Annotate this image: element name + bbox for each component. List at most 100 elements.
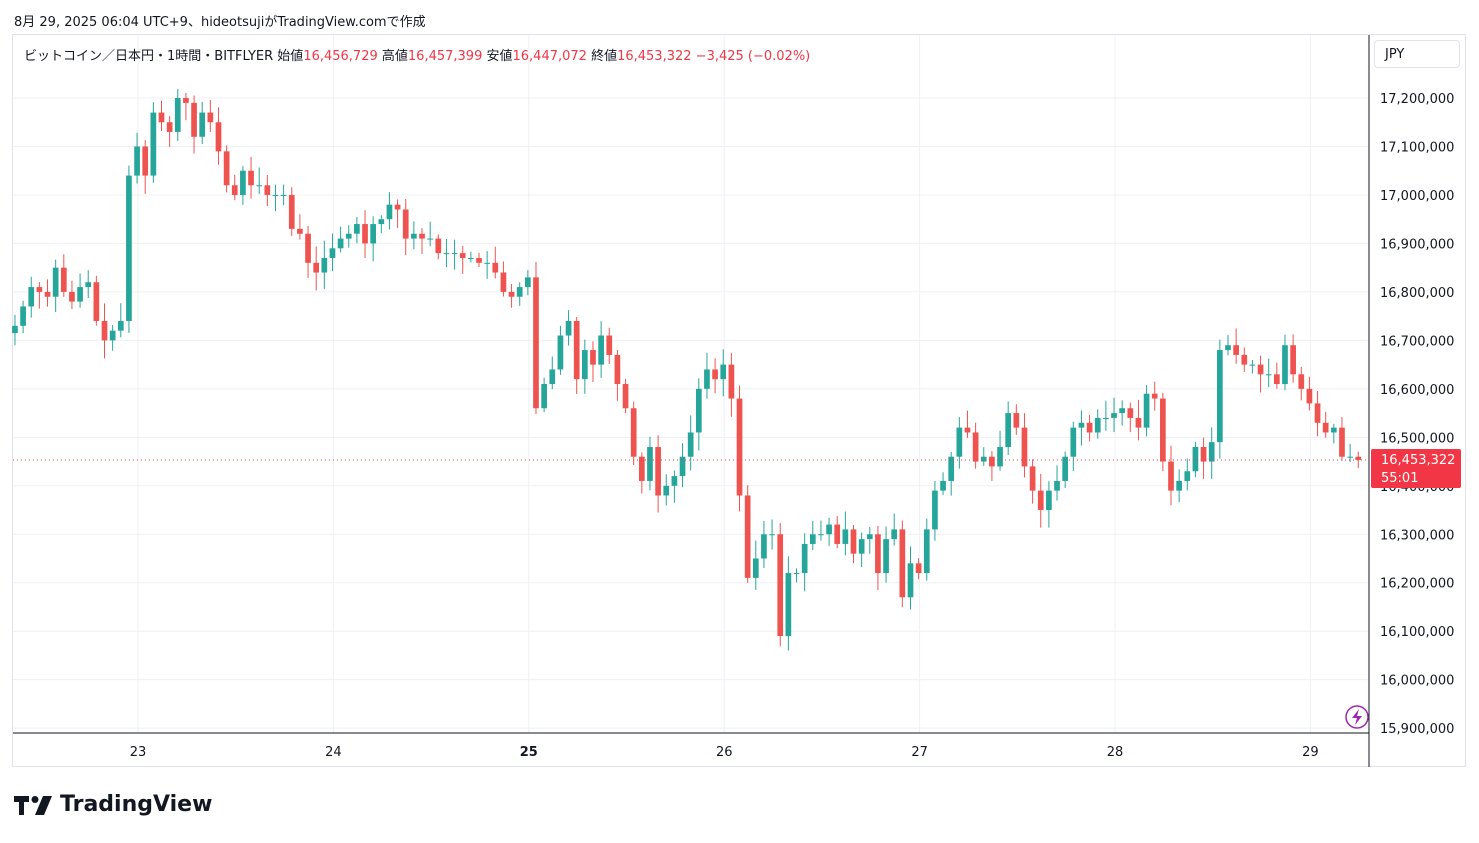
candle-body xyxy=(712,369,718,380)
candle-body xyxy=(297,228,303,234)
candle-body xyxy=(44,291,51,297)
candle-body xyxy=(191,102,197,137)
y-tick-label: 16,300,000 xyxy=(1380,528,1454,543)
candle-down xyxy=(1135,400,1142,441)
candle-down xyxy=(834,516,841,549)
candle-up xyxy=(1078,410,1085,446)
candle-body xyxy=(101,320,108,341)
chart-caption: 8月 29, 2025 06:04 UTC+9、hideotsujiがTradi… xyxy=(14,15,426,30)
candle-up xyxy=(557,325,564,375)
candle-up xyxy=(1054,465,1060,501)
candle-body xyxy=(166,122,173,132)
candle-body xyxy=(1037,490,1044,511)
candle-body xyxy=(370,224,377,244)
candle-up xyxy=(516,282,523,306)
candle-body xyxy=(1127,408,1134,418)
candle-body xyxy=(484,262,490,264)
candle-up xyxy=(28,276,35,318)
candle-body xyxy=(411,233,417,239)
candle-up xyxy=(1282,334,1288,391)
candle-body xyxy=(687,432,694,457)
candle-body xyxy=(215,122,222,152)
candle-body xyxy=(386,204,393,220)
candle-up xyxy=(109,325,116,351)
candle-up xyxy=(842,511,849,556)
candle-body xyxy=(1143,393,1150,428)
candle-down xyxy=(394,199,401,228)
candle-body xyxy=(541,384,547,409)
candle-down xyxy=(1013,404,1020,435)
candle-body xyxy=(663,485,670,496)
candle-down xyxy=(1200,437,1207,479)
candle-down xyxy=(899,520,906,608)
candle-body xyxy=(451,253,458,255)
candle-down xyxy=(972,422,979,469)
candle-down xyxy=(1029,459,1036,504)
candle-body xyxy=(606,335,613,355)
candle-body xyxy=(1046,490,1052,511)
candle-up xyxy=(581,339,588,394)
candle-up xyxy=(801,533,808,592)
y-tick-label: 17,000,000 xyxy=(1380,189,1454,204)
candle-down xyxy=(101,303,108,359)
candle-up xyxy=(549,356,556,390)
candle-body xyxy=(142,146,149,176)
candle-body xyxy=(980,456,987,462)
candle-up xyxy=(1347,443,1353,463)
candle-down xyxy=(638,452,645,494)
candle-up xyxy=(1062,451,1069,488)
candle-up xyxy=(826,517,832,546)
candle-up xyxy=(1111,397,1117,433)
candle-up xyxy=(329,233,336,272)
candle-body xyxy=(1314,403,1321,423)
candle-down xyxy=(1273,362,1280,389)
candle-body xyxy=(525,277,531,288)
candle-down xyxy=(313,246,320,291)
candle-body xyxy=(288,194,295,229)
candle-body xyxy=(956,427,963,457)
candle-body xyxy=(443,253,450,255)
x-tick-label: 23 xyxy=(130,745,147,760)
candle-body xyxy=(809,534,816,544)
candle-down xyxy=(1127,402,1134,433)
tradingview-logo: TradingView xyxy=(14,792,212,817)
candle-up xyxy=(280,184,287,206)
candle-body xyxy=(305,233,311,263)
candle-body xyxy=(647,447,653,481)
candle-up xyxy=(240,166,246,205)
candle-up xyxy=(1192,441,1199,478)
candle-down xyxy=(1355,451,1362,469)
candle-body xyxy=(655,447,661,496)
candle-down xyxy=(964,410,971,438)
candle-down xyxy=(1290,334,1296,383)
candle-down xyxy=(248,156,254,199)
candle-body xyxy=(850,529,857,554)
price-tag-value: 16,453,322 xyxy=(1381,453,1455,468)
candle-body xyxy=(549,369,556,384)
legend-close-label: 終値 xyxy=(591,49,618,64)
candle-body xyxy=(1192,447,1199,472)
candle-body xyxy=(354,224,360,234)
candle-body xyxy=(695,388,702,433)
candle-body xyxy=(435,238,442,254)
candle-up xyxy=(52,259,59,312)
candle-body xyxy=(590,350,596,365)
candle-up xyxy=(150,102,157,183)
candle-body xyxy=(1086,422,1093,433)
candle-body xyxy=(1249,364,1256,366)
candle-down xyxy=(1233,328,1239,364)
legend-low-value: 16,447,072 xyxy=(512,49,587,64)
candle-down xyxy=(655,435,661,513)
legend-high-value: 16,457,399 xyxy=(407,49,483,64)
candle-down xyxy=(492,246,499,279)
candle-body xyxy=(1290,345,1296,375)
currency-button[interactable]: JPY xyxy=(1374,40,1460,68)
candle-down xyxy=(1241,347,1248,373)
candle-up xyxy=(891,513,898,546)
candle-body xyxy=(622,384,629,409)
legend-open-value: 16,456,729 xyxy=(303,49,378,64)
candle-down xyxy=(622,378,629,414)
candle-up xyxy=(345,225,352,248)
candle-up xyxy=(720,349,727,397)
